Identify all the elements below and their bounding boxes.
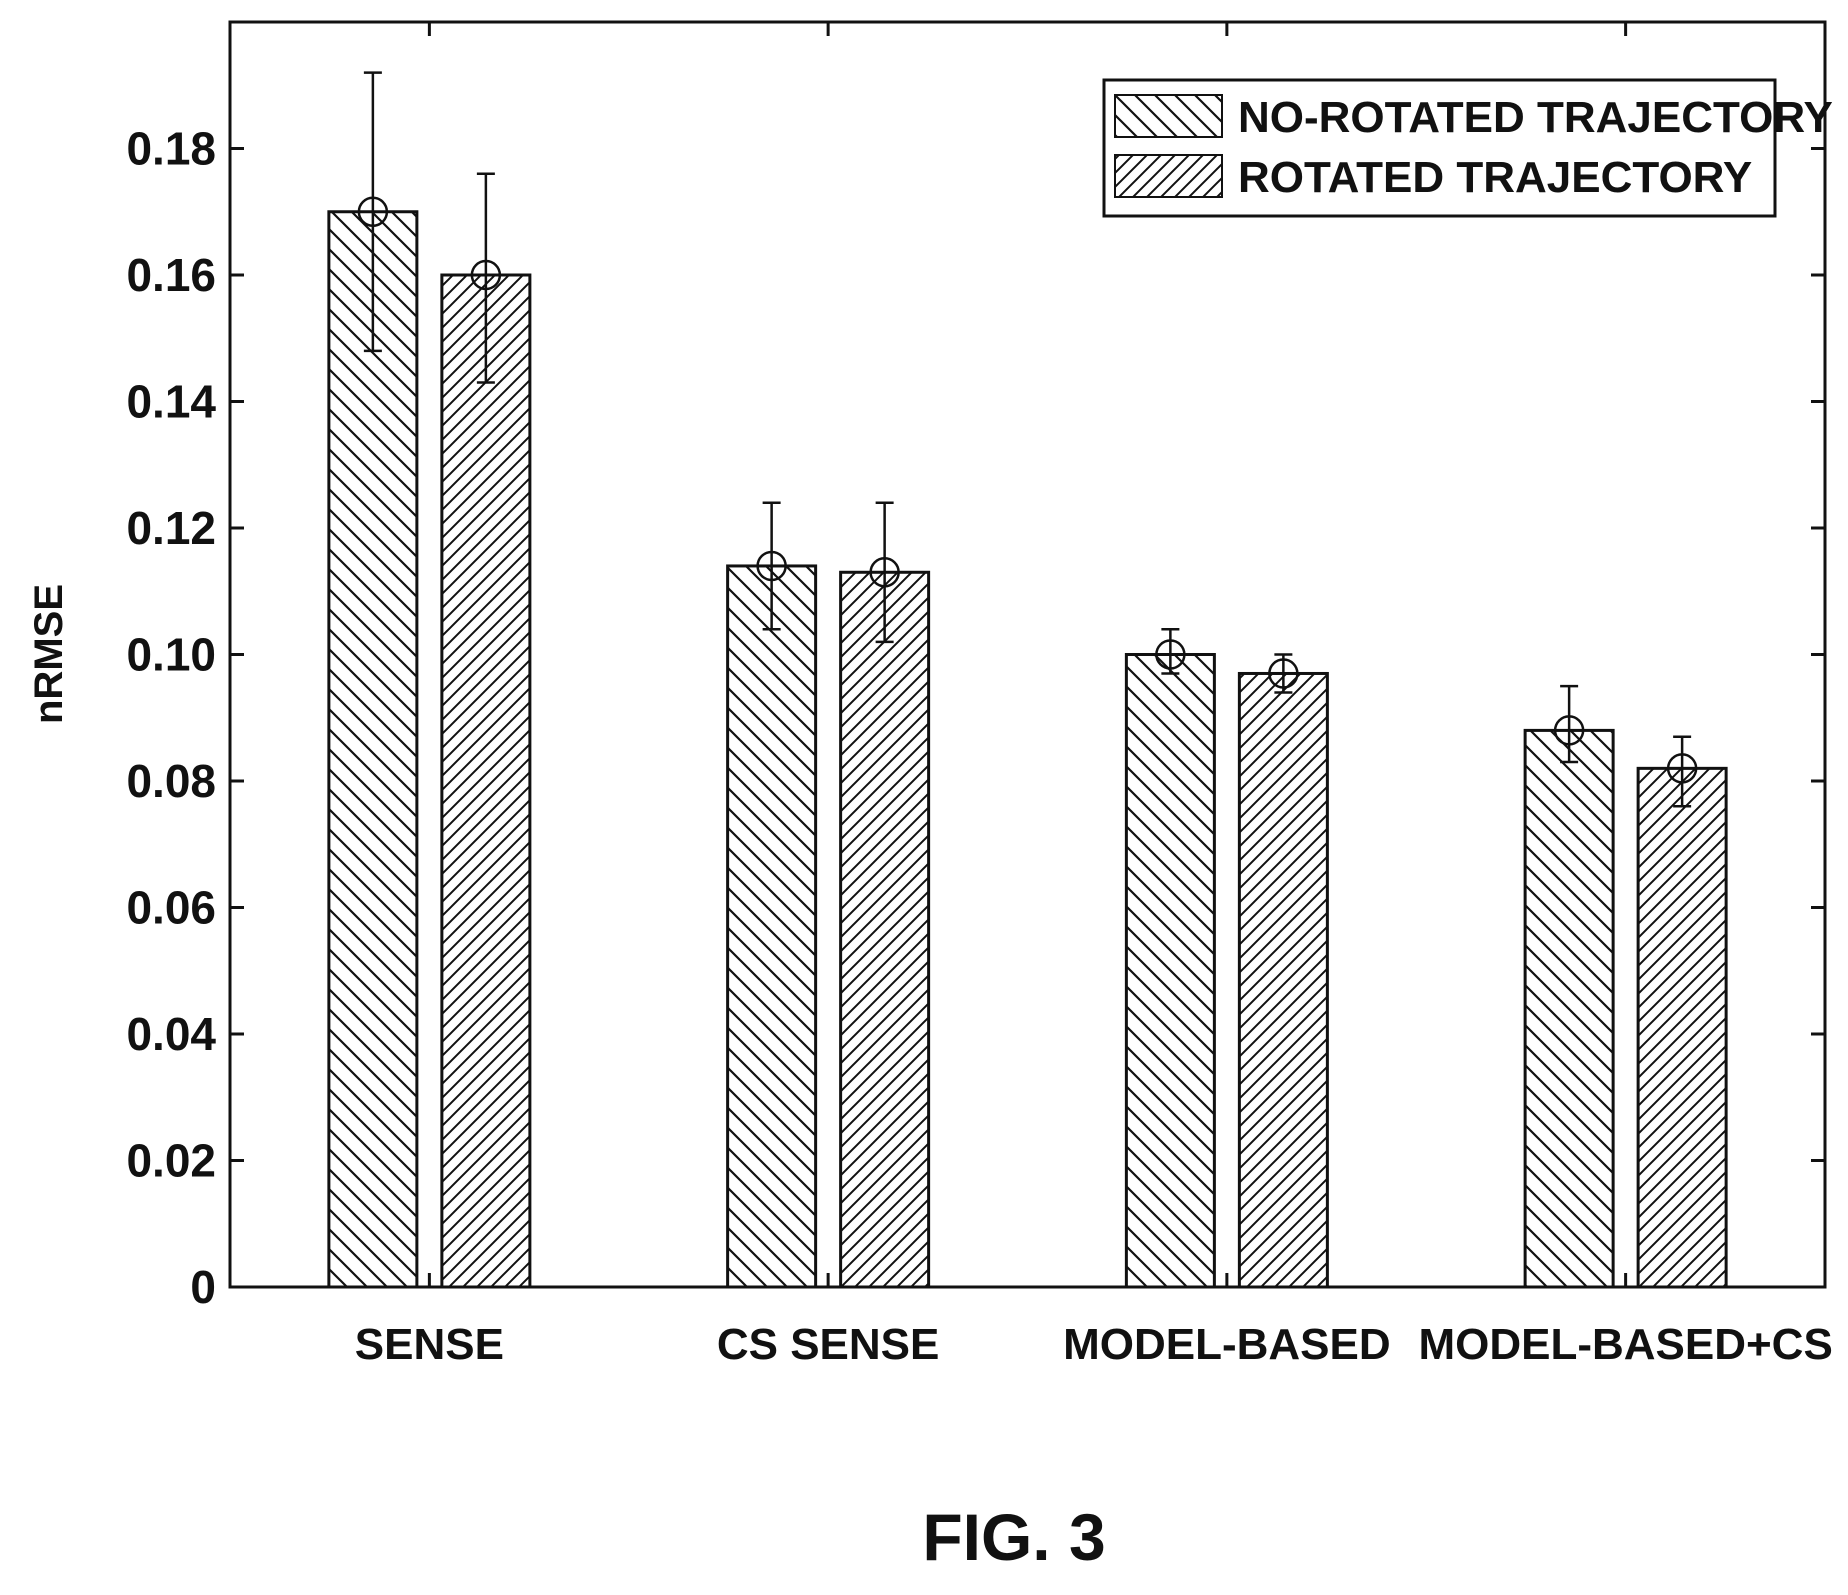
x-tick-label: MODEL-BASED [1063,1320,1391,1369]
x-tick-label: MODEL-BASED+CS [1418,1320,1832,1369]
bar-rotated [1636,766,1728,1289]
y-axis-ticks: 0 0.02 0.04 0.06 0.08 0.10 0.12 0.14 0.16 0.18 [126,123,1825,1313]
bar-rotated [440,273,532,1289]
y-tick-label: 0.08 [126,755,216,807]
mean-marker [470,259,502,291]
mean-marker [1666,753,1698,784]
y-tick-label: 0.04 [126,1008,216,1060]
y-tick-label: 0.14 [126,376,216,428]
legend-swatch-no-rotated [1114,94,1223,138]
y-tick-label: 0.12 [126,502,216,554]
mean-marker [756,550,787,582]
y-tick-label: 0.06 [126,882,216,934]
bar-no-rotated [726,564,818,1289]
mean-marker [1553,715,1585,746]
legend-swatch-rotated [1114,154,1223,198]
x-tick-label: SENSE [355,1320,504,1369]
figure-caption: FIG. 3 [922,1500,1105,1574]
y-tick-label: 0 [190,1261,216,1313]
bar-no-rotated [1523,728,1615,1289]
legend-label-rotated: ROTATED TRAJECTORY [1238,153,1752,202]
mean-marker [1268,658,1299,689]
bar-no-rotated [327,210,419,1289]
bars-layer [327,210,1728,1289]
y-tick-label: 0.10 [126,629,216,681]
x-tick-label: CS SENSE [717,1320,940,1369]
error-bar [1560,684,1579,764]
bar-rotated [839,570,931,1289]
legend: NO-ROTATED TRAJECTORY ROTATED TRAJECTORY [1102,78,1833,218]
error-bar [476,172,495,384]
mean-marker [1155,639,1186,670]
mean-marker [869,557,900,588]
bar-no-rotated [1124,653,1216,1289]
error-bar [1673,735,1692,808]
y-tick-label: 0.16 [126,249,216,301]
error-bar [1161,627,1180,675]
y-tick-label: 0.18 [126,123,216,175]
legend-label-no-rotated: NO-ROTATED TRAJECTORY [1238,93,1833,142]
mean-marker [357,196,389,227]
y-tick-label: 0.02 [126,1135,216,1187]
y-axis-title: nRMSE [27,584,71,724]
bar-rotated [1237,671,1329,1289]
x-axis-ticks: SENSE CS SENSE MODEL-BASED MODEL-BASED+CS [355,22,1833,1369]
error-bars-layer [357,71,1698,808]
